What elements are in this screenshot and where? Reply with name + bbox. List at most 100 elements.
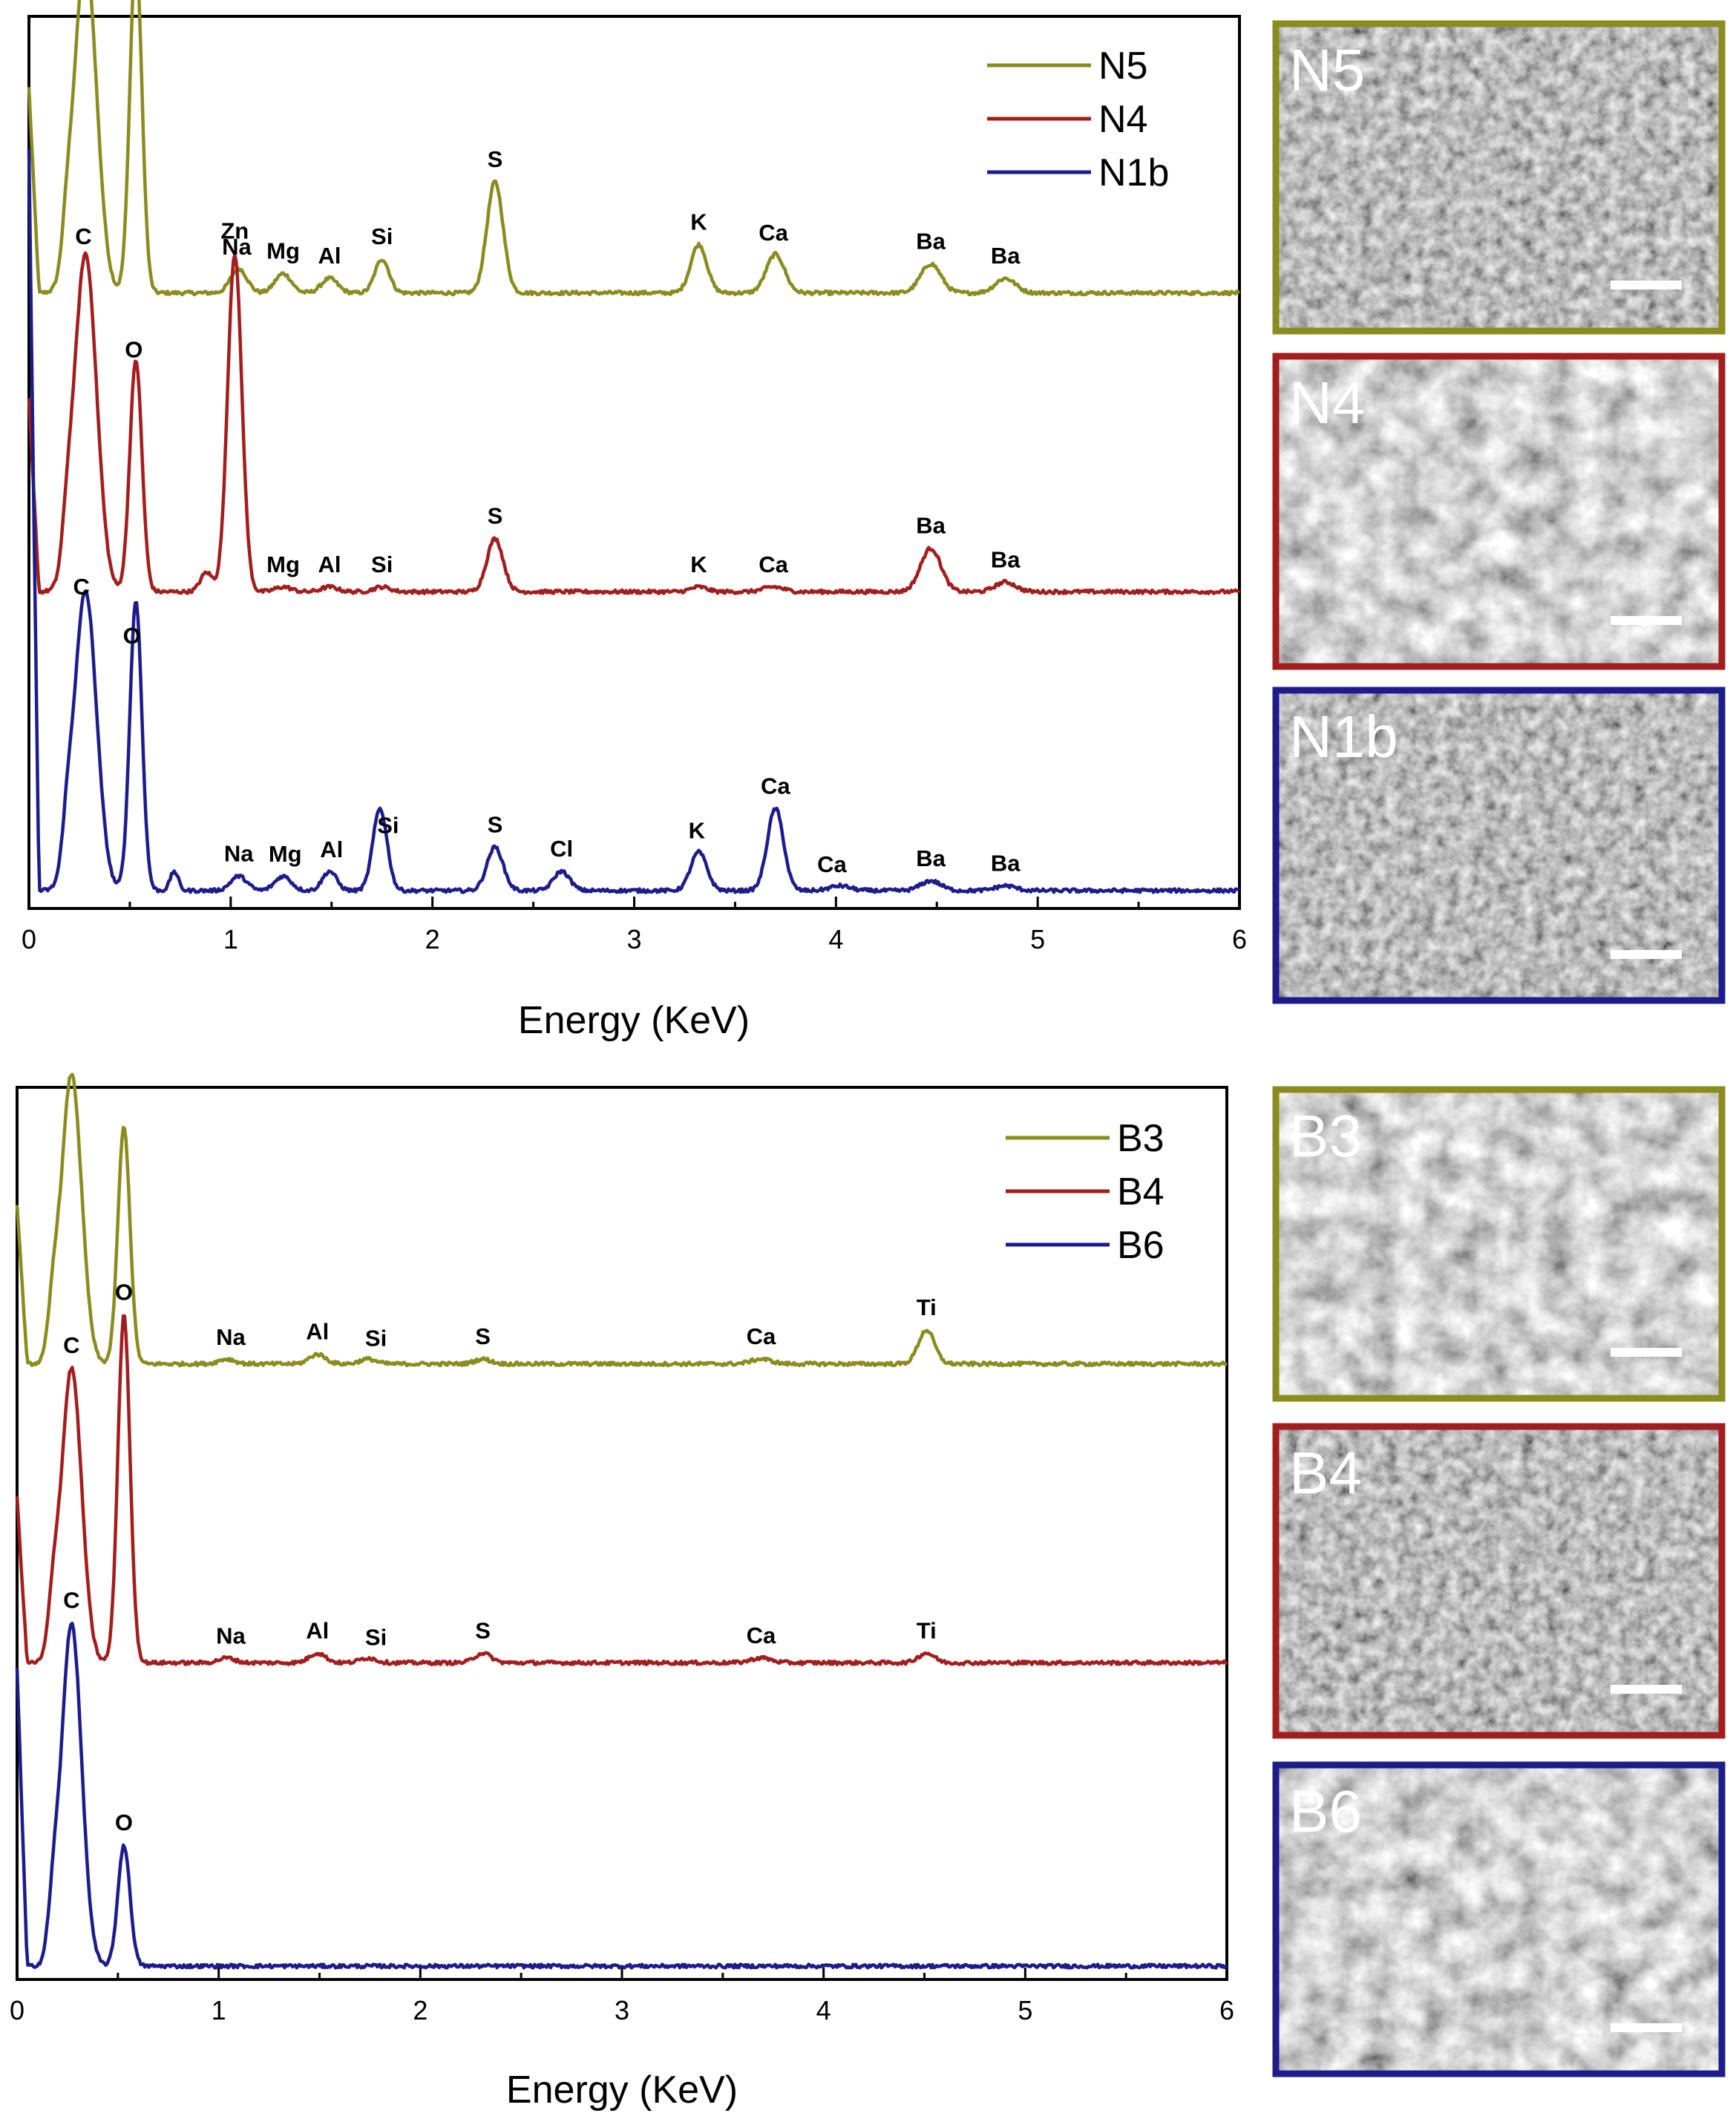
peak-label: Ba xyxy=(991,546,1021,572)
spectrum-line-b3 xyxy=(15,1072,1228,1368)
sem-frame xyxy=(1272,1761,1726,2077)
sem-image-label: B4 xyxy=(1289,1440,1362,1506)
sem-frame xyxy=(1272,353,1726,670)
x-tick-label: 3 xyxy=(626,924,641,954)
x-tick-label: 0 xyxy=(10,1995,24,2025)
peak-label: C xyxy=(73,574,89,600)
peak-label: Al xyxy=(320,836,343,862)
legend-label: B3 xyxy=(1117,1117,1165,1160)
peak-label: Al xyxy=(318,243,341,269)
peak-label: Mg xyxy=(266,551,300,577)
peak-label: C xyxy=(63,1332,79,1358)
sem-image-label: N5 xyxy=(1289,37,1365,103)
peak-label: Si xyxy=(371,223,393,249)
peak-label: Na xyxy=(216,1324,246,1350)
sem-image-b6: B6 xyxy=(1272,1761,1726,2077)
peak-label: Al xyxy=(306,1617,329,1643)
peak-label: Ti xyxy=(917,1617,937,1643)
legend-label: N4 xyxy=(1098,98,1147,141)
scale-bar xyxy=(1611,616,1682,625)
sem-image-label: B6 xyxy=(1289,1778,1362,1844)
peak-label: O xyxy=(125,337,143,363)
peak-label: Ba xyxy=(991,850,1021,876)
peak-label: Na xyxy=(222,234,252,260)
sem-image-panels: N5 N4 N1b B3 B4 B6 xyxy=(1272,20,1726,2077)
peak-label: Na xyxy=(224,840,254,866)
peak-label: S xyxy=(488,811,503,837)
spectrum-line-b6 xyxy=(15,1621,1228,1970)
peak-label: Mg xyxy=(266,238,300,264)
x-tick-label: 4 xyxy=(828,924,843,954)
peak-label: Si xyxy=(377,812,399,838)
peak-label: Zn xyxy=(220,218,249,244)
chart-frame xyxy=(16,1086,1228,1981)
peak-label: Ca xyxy=(747,1622,776,1648)
x-tick-label: 0 xyxy=(22,924,36,954)
peak-label: Cl xyxy=(550,836,573,862)
peak-label: Ca xyxy=(759,551,788,577)
peak-label: Ba xyxy=(916,513,946,539)
sem-image-b4: B4 xyxy=(1272,1423,1726,1739)
sem-image-n1b: N1b xyxy=(1272,687,1726,1004)
legend-label: N5 xyxy=(1098,45,1147,88)
x-tick-label: 1 xyxy=(212,1995,226,2025)
peak-label: Al xyxy=(306,1319,329,1345)
sem-micrograph xyxy=(1276,356,1722,667)
peak-label: Mg xyxy=(269,841,302,867)
spectrum-line-n4 xyxy=(27,251,1241,595)
sem-image-b3: B3 xyxy=(1272,1086,1726,1402)
legend-label: N1b xyxy=(1098,151,1169,194)
peak-label: Ba xyxy=(916,229,946,255)
peak-label: O xyxy=(123,623,141,649)
sem-frame xyxy=(1272,20,1726,335)
peak-label: S xyxy=(475,1617,491,1643)
sem-micrograph xyxy=(1276,24,1722,331)
x-tick-label: 2 xyxy=(425,924,440,954)
x-tick-label: 4 xyxy=(816,1995,831,2025)
sem-image-label: N1b xyxy=(1289,704,1398,770)
chart-frame xyxy=(27,15,1241,910)
x-tick-label: 3 xyxy=(615,1995,629,2025)
peak-label: C xyxy=(63,1588,79,1614)
peak-label: Ca xyxy=(817,851,847,877)
spectrum-line-n1b xyxy=(27,148,1240,894)
peak-label: Na xyxy=(216,1623,246,1649)
peak-label: C xyxy=(75,223,91,249)
sem-image-label: B3 xyxy=(1289,1103,1362,1169)
peak-label: Si xyxy=(365,1624,387,1650)
x-tick-label: 6 xyxy=(1219,1995,1234,2025)
sem-micrograph xyxy=(1276,690,1722,1000)
sem-frame xyxy=(1272,1423,1726,1739)
x-tick-label: 5 xyxy=(1030,924,1045,954)
peak-label: Si xyxy=(365,1326,387,1352)
scale-bar xyxy=(1611,1685,1682,1694)
peak-label: K xyxy=(690,551,707,577)
peak-label: K xyxy=(689,817,706,843)
x-tick-label: 5 xyxy=(1018,1995,1032,2025)
legend-label: B6 xyxy=(1117,1224,1165,1267)
scale-bar xyxy=(1611,950,1682,959)
peak-label: Ca xyxy=(761,773,790,799)
sem-frame xyxy=(1272,687,1726,1004)
peak-label: Ti xyxy=(917,1294,937,1320)
sem-frame xyxy=(1272,1086,1726,1402)
scale-bar xyxy=(1611,2023,1682,2032)
spectrum-line-b4 xyxy=(15,1314,1228,1666)
sem-image-n5: N5 xyxy=(1272,20,1726,335)
peak-label: S xyxy=(488,146,503,172)
peak-label: Al xyxy=(318,551,341,577)
legend-label: B4 xyxy=(1117,1170,1165,1214)
scale-bar xyxy=(1611,281,1682,289)
sem-image-label: N4 xyxy=(1289,370,1365,436)
sem-micrograph xyxy=(1276,1090,1722,1398)
peak-label: K xyxy=(690,209,707,235)
x-tick-label: 6 xyxy=(1232,924,1247,954)
peak-label: O xyxy=(115,1809,133,1835)
x-axis-title: Energy (KeV) xyxy=(506,2069,738,2112)
peak-label: Ba xyxy=(991,243,1021,269)
scale-bar xyxy=(1611,1348,1682,1357)
sem-micrograph xyxy=(1276,1765,1722,2074)
peak-label: Si xyxy=(371,551,393,577)
x-axis-title: Energy (KeV) xyxy=(518,999,750,1042)
